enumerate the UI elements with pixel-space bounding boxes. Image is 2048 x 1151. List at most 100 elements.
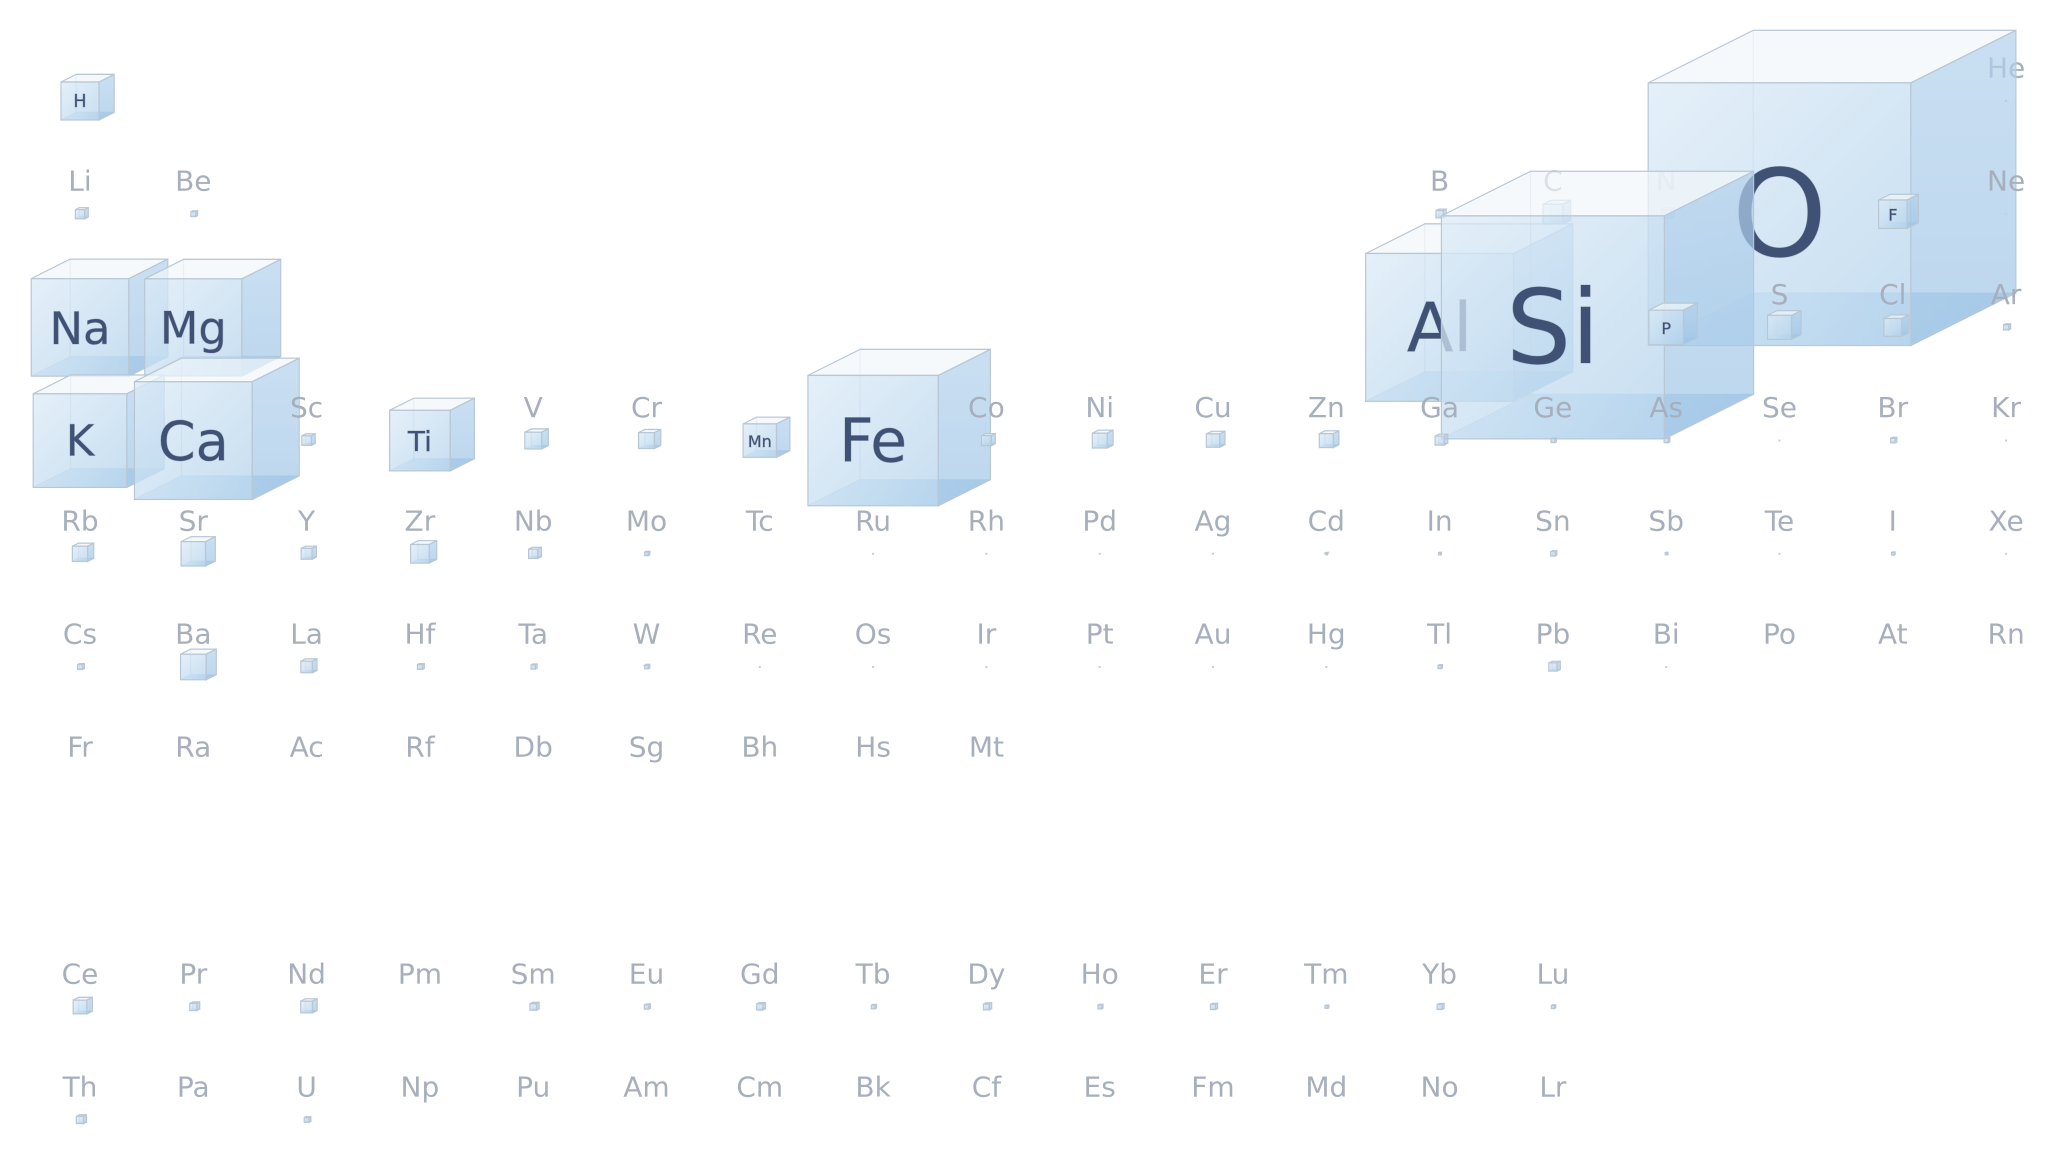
element-bh: Bh — [741, 731, 778, 764]
element-no: No — [1421, 1071, 1459, 1104]
cube-front-face — [1437, 664, 1442, 670]
element-hg: Hg — [1307, 618, 1346, 668]
cube-front-face — [1550, 1004, 1556, 1010]
cube-front-face — [530, 664, 536, 670]
element-symbol: Cf — [972, 1071, 1003, 1104]
element-xe: Xe — [1989, 504, 2024, 555]
element-yb: Yb — [1421, 958, 1457, 1011]
element-symbol: Pm — [398, 958, 442, 991]
element-ag: Ag — [1195, 504, 1231, 555]
cube-front-face — [1434, 435, 1445, 446]
cube-front-face — [1318, 432, 1334, 449]
element-symbol: Os — [855, 618, 892, 651]
abundance-dot — [872, 666, 875, 668]
cube-side-face — [1901, 313, 1910, 338]
element-pd: Pd — [1082, 504, 1117, 555]
element-symbol: Ta — [517, 618, 548, 651]
element-u: U — [296, 1071, 317, 1124]
cube-front-face — [300, 547, 313, 560]
element-symbol: Fr — [67, 731, 93, 764]
abundance-dot — [1098, 552, 1101, 555]
cube-side-face — [937, 348, 992, 507]
element-cf: Cf — [972, 1071, 1003, 1104]
element-symbol: Md — [1305, 1071, 1347, 1104]
cube-front-face — [60, 81, 100, 121]
element-symbol: Cd — [1308, 504, 1345, 537]
cube-front-face — [643, 1004, 650, 1010]
element-symbol: Li — [68, 165, 91, 198]
element-symbol: Br — [1877, 391, 1908, 424]
cube-side-face — [86, 996, 94, 1015]
element-sb: Sb — [1648, 504, 1684, 556]
element-cells: HHeLiBeBCNOFNeNaMgAlSiPSClArKCaScTiVCrMn… — [30, 29, 2025, 1125]
element-po: Po — [1763, 618, 1796, 651]
cube-front-face — [1550, 550, 1556, 557]
element-th: Th — [62, 1071, 97, 1125]
cube-side-face — [311, 545, 317, 561]
element-rb: Rb — [61, 504, 99, 563]
element-symbol: Tl — [1426, 618, 1452, 651]
cube-side-face — [205, 648, 217, 681]
cube-front-face — [1091, 432, 1108, 449]
element-re: Re — [742, 618, 778, 668]
element-symbol: Rf — [405, 731, 435, 764]
cube-side-face — [1219, 430, 1226, 449]
abundance-dot — [2005, 213, 2008, 216]
element-symbol: Bi — [1653, 618, 1680, 651]
cube-front-face — [2002, 324, 2010, 331]
element-b: B — [1430, 165, 1449, 219]
element-in: In — [1427, 504, 1453, 556]
element-symbol: As — [1649, 391, 1683, 424]
element-pu: Pu — [516, 1071, 550, 1104]
element-k: K — [32, 374, 165, 489]
element-np: Np — [401, 1071, 440, 1104]
cube-front-face — [74, 208, 86, 220]
element-symbol: Pr — [179, 958, 207, 991]
element-se: Se — [1762, 391, 1797, 442]
element-p: P — [1648, 302, 1698, 346]
abundance-dot — [1212, 666, 1214, 668]
element-v: V — [524, 391, 549, 450]
element-mo: Mo — [626, 504, 667, 557]
element-sr: Sr — [179, 504, 216, 567]
element-symbol: Ar — [1991, 278, 2022, 311]
element-cu: Cu — [1194, 391, 1232, 449]
cube-front-face — [1548, 662, 1558, 672]
element-symbol: Tb — [855, 958, 891, 991]
cube-side-face — [1106, 429, 1114, 449]
element-symbol: Sc — [290, 391, 323, 424]
element-symbol-inner: Mn — [748, 432, 772, 451]
element-symbol: Pu — [516, 1071, 550, 1104]
cube-front-face — [1435, 209, 1444, 219]
element-lu: Lu — [1536, 958, 1569, 1010]
element-symbol: Ir — [977, 618, 997, 651]
element-zn: Zn — [1308, 391, 1345, 449]
element-f: F — [1877, 193, 1920, 230]
cube-front-face — [756, 1003, 764, 1011]
element-symbol: In — [1427, 504, 1453, 537]
element-symbol: Ni — [1085, 391, 1114, 424]
element-symbol-inner: Fe — [839, 407, 907, 477]
element-symbol: Cu — [1194, 391, 1231, 424]
element-as: As — [1649, 391, 1683, 444]
element-ho: Ho — [1081, 958, 1119, 1010]
element-symbol: Am — [623, 1071, 669, 1104]
cube-side-face — [98, 73, 115, 121]
cube-front-face — [870, 1004, 876, 1010]
cube-side-face — [540, 427, 549, 450]
element-symbol: Er — [1198, 958, 1228, 991]
cube-front-face — [644, 551, 649, 557]
element-symbol: Se — [1762, 391, 1797, 424]
element-symbol: Ba — [175, 618, 211, 651]
element-h: H — [60, 73, 115, 121]
abundance-dot — [985, 552, 988, 555]
element-au: Au — [1195, 618, 1231, 668]
element-symbol: U — [296, 1071, 317, 1104]
element-symbol: Y — [297, 504, 316, 537]
element-fr: Fr — [67, 731, 93, 764]
element-symbol: Cr — [631, 391, 663, 424]
abundance-dot — [1778, 552, 1781, 555]
element-ga: Ga — [1420, 391, 1459, 447]
element-symbol: Hg — [1307, 618, 1346, 651]
element-zr: Zr — [405, 504, 438, 565]
